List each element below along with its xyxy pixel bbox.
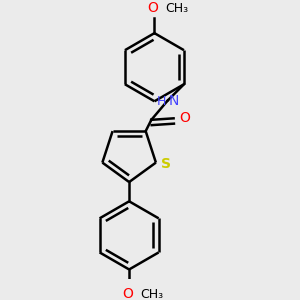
- Text: S: S: [161, 157, 171, 171]
- Text: H: H: [157, 94, 167, 108]
- Text: CH₃: CH₃: [140, 288, 164, 300]
- Text: O: O: [122, 287, 133, 300]
- Text: O: O: [148, 2, 158, 15]
- Text: N: N: [169, 94, 179, 108]
- Text: CH₃: CH₃: [166, 2, 189, 15]
- Text: O: O: [179, 111, 190, 125]
